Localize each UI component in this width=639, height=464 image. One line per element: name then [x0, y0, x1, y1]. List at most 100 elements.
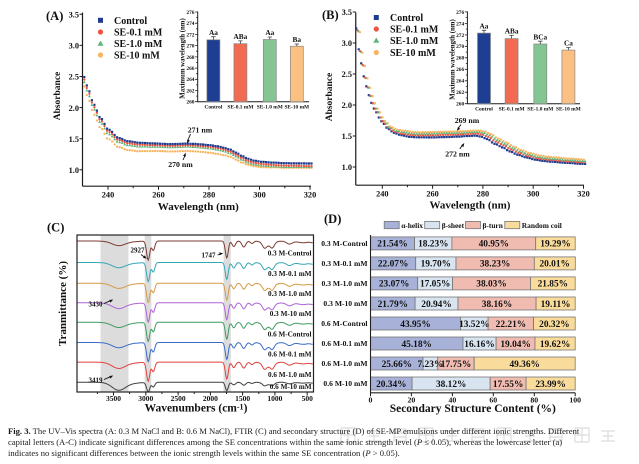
svg-text:SE-0.1 mM: SE-0.1 mM: [390, 25, 439, 36]
svg-text:260: 260: [426, 190, 438, 199]
svg-text:276: 276: [186, 10, 194, 16]
svg-text:17.55%: 17.55%: [493, 380, 523, 390]
svg-text:19.11%: 19.11%: [541, 300, 571, 310]
svg-text:Control: Control: [114, 16, 147, 27]
svg-text:40.95%: 40.95%: [479, 240, 509, 250]
svg-text:22.21%: 22.21%: [496, 320, 526, 330]
svg-text:19.04%: 19.04%: [500, 340, 530, 350]
svg-text:β-turn: β-turn: [483, 221, 503, 230]
svg-text:Absorbance: Absorbance: [325, 73, 335, 122]
svg-text:0.6 M-10 mM: 0.6 M-10 mM: [270, 383, 312, 391]
svg-text:3.5: 3.5: [342, 8, 352, 17]
svg-text:0.6 M-1.0 mM: 0.6 M-1.0 mM: [268, 371, 312, 379]
svg-text:0.6 M-Control: 0.6 M-Control: [268, 330, 312, 338]
svg-text:23.07%: 23.07%: [379, 280, 409, 290]
svg-text:40: 40: [449, 396, 457, 405]
svg-text:2927: 2927: [131, 247, 146, 255]
svg-text:22.07%: 22.07%: [378, 260, 408, 270]
svg-text:7.23%: 7.23%: [418, 360, 444, 370]
svg-text:268: 268: [186, 55, 194, 61]
svg-text:Ba: Ba: [293, 35, 302, 44]
svg-text:(A): (A): [46, 9, 63, 23]
svg-text:SE-0.1 mM: SE-0.1 mM: [227, 105, 253, 111]
svg-text:0.6 M-1.0 mM: 0.6 M-1.0 mM: [322, 359, 368, 368]
svg-text:(D): (D): [324, 212, 341, 226]
svg-text:260: 260: [456, 102, 464, 108]
svg-text:3500: 3500: [106, 394, 121, 403]
svg-text:268: 268: [456, 56, 464, 62]
svg-text:23.99%: 23.99%: [535, 380, 565, 390]
svg-text:240: 240: [376, 190, 388, 199]
svg-text:264: 264: [186, 77, 194, 83]
svg-text:300: 300: [527, 190, 539, 199]
svg-text:0.6 M-0.1 mM: 0.6 M-0.1 mM: [268, 351, 312, 359]
svg-text:19.62%: 19.62%: [540, 340, 570, 350]
svg-text:3430: 3430: [89, 301, 104, 309]
svg-text:300: 300: [253, 191, 265, 200]
svg-text:320: 320: [304, 191, 316, 200]
svg-text:0.6 M-Control: 0.6 M-Control: [321, 319, 367, 328]
svg-text:21.54%: 21.54%: [377, 240, 407, 250]
svg-text:272: 272: [186, 32, 194, 38]
svg-text:0.6 M-10 mM: 0.6 M-10 mM: [323, 379, 367, 388]
svg-text:Maximum wavelength (nm): Maximum wavelength (nm): [180, 18, 187, 98]
svg-text:21.85%: 21.85%: [538, 280, 568, 290]
svg-text:266: 266: [186, 66, 194, 72]
svg-text:Maximum wavelength (nm): Maximum wavelength (nm): [450, 19, 457, 99]
svg-text:270: 270: [186, 44, 194, 50]
svg-text:SE-10 mM: SE-10 mM: [390, 48, 436, 59]
svg-text:280: 280: [203, 191, 215, 200]
svg-text:0.3 M-0.1 mM: 0.3 M-0.1 mM: [268, 270, 312, 278]
svg-text:1500: 1500: [235, 394, 250, 403]
svg-text:Random coil: Random coil: [522, 221, 562, 230]
svg-text:3.0: 3.0: [69, 42, 79, 51]
svg-text:19.70%: 19.70%: [421, 260, 451, 270]
svg-text:13.52%: 13.52%: [459, 320, 489, 330]
svg-text:100: 100: [569, 396, 581, 405]
svg-text:260: 260: [186, 100, 194, 106]
svg-text:Wavelength (nm): Wavelength (nm): [430, 200, 511, 212]
svg-text:3.0: 3.0: [342, 39, 352, 48]
svg-text:0.3 M-1.0 mM: 0.3 M-1.0 mM: [322, 279, 368, 288]
svg-text:25.66%: 25.66%: [382, 360, 412, 370]
svg-text:Secondary Structure Content (%: Secondary Structure Content (%): [390, 403, 556, 415]
svg-text:1000: 1000: [267, 394, 282, 403]
svg-text:SE-10 mM: SE-10 mM: [114, 51, 160, 62]
svg-text:SE-1.0 mM: SE-1.0 mM: [114, 39, 163, 50]
svg-text:SE-10 mM: SE-10 mM: [556, 107, 581, 113]
svg-text:2500: 2500: [171, 394, 186, 403]
svg-text:274: 274: [456, 21, 464, 27]
svg-text:60: 60: [489, 396, 497, 405]
svg-text:272 nm: 272 nm: [445, 150, 470, 159]
svg-text:43.95%: 43.95%: [400, 320, 430, 330]
svg-text:1.0: 1.0: [69, 166, 79, 175]
svg-text:20.32%: 20.32%: [539, 320, 569, 330]
svg-text:1.5: 1.5: [342, 132, 352, 141]
svg-text:SE-0.1 mM: SE-0.1 mM: [499, 107, 525, 113]
svg-text:0.3 M-0.1 mM: 0.3 M-0.1 mM: [322, 259, 368, 268]
svg-text:264: 264: [456, 79, 464, 85]
svg-text:270: 270: [456, 44, 464, 50]
svg-text:0.6 M-0.1 mM: 0.6 M-0.1 mM: [322, 339, 368, 348]
svg-text:α-helix: α-helix: [401, 221, 423, 230]
svg-text:38.16%: 38.16%: [482, 300, 512, 310]
svg-text:Wavenumbers (cm-1): Wavenumbers (cm-1): [145, 402, 248, 414]
svg-text:3000: 3000: [138, 394, 153, 403]
svg-text:Tranmittance (%): Tranmittance (%): [57, 261, 69, 346]
svg-text:272: 272: [456, 33, 464, 39]
svg-text:Aa: Aa: [480, 22, 489, 31]
svg-text:18.23%: 18.23%: [418, 240, 448, 250]
svg-text:3.5: 3.5: [69, 11, 79, 20]
svg-text:19.29%: 19.29%: [540, 240, 570, 250]
svg-text:0.3 M-1.0 mM: 0.3 M-1.0 mM: [268, 290, 312, 298]
svg-text:(B): (B): [322, 8, 339, 22]
svg-text:ABa: ABa: [505, 27, 519, 36]
svg-text:2.5: 2.5: [342, 70, 352, 79]
svg-text:Wavelength (nm): Wavelength (nm): [158, 201, 239, 213]
svg-text:Control: Control: [204, 105, 222, 111]
svg-text:20.94%: 20.94%: [421, 300, 451, 310]
svg-text:20.01%: 20.01%: [539, 260, 569, 270]
svg-text:SE-1.0 mM: SE-1.0 mM: [527, 107, 553, 113]
svg-text:0: 0: [369, 396, 373, 405]
svg-text:38.03%: 38.03%: [476, 280, 506, 290]
